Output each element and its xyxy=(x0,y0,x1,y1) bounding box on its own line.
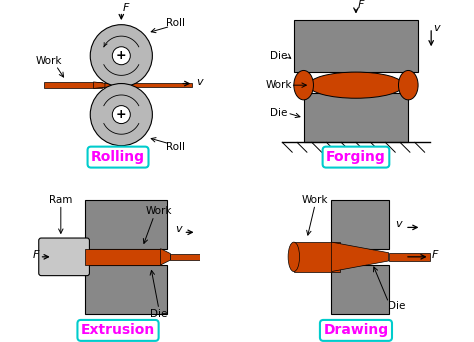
Text: Die: Die xyxy=(388,301,406,311)
Text: F: F xyxy=(358,0,364,10)
FancyBboxPatch shape xyxy=(304,93,408,142)
Text: Die: Die xyxy=(150,309,168,319)
Text: Drawing: Drawing xyxy=(323,324,389,338)
Ellipse shape xyxy=(309,72,403,98)
Text: F: F xyxy=(123,3,129,13)
Text: F: F xyxy=(123,157,129,167)
FancyBboxPatch shape xyxy=(389,253,429,261)
Text: Die: Die xyxy=(271,108,288,118)
FancyBboxPatch shape xyxy=(170,253,203,260)
Text: Work: Work xyxy=(302,195,328,205)
Ellipse shape xyxy=(399,70,418,100)
FancyBboxPatch shape xyxy=(85,200,167,249)
Text: v: v xyxy=(175,224,182,234)
FancyBboxPatch shape xyxy=(331,265,389,314)
FancyBboxPatch shape xyxy=(331,200,389,249)
Polygon shape xyxy=(161,249,170,265)
Text: +: + xyxy=(116,49,127,62)
FancyBboxPatch shape xyxy=(39,238,90,276)
Circle shape xyxy=(112,47,130,65)
Ellipse shape xyxy=(294,70,313,100)
Text: F: F xyxy=(33,250,39,260)
Text: Die: Die xyxy=(271,51,288,61)
FancyBboxPatch shape xyxy=(45,82,102,89)
Polygon shape xyxy=(331,242,389,272)
Text: Work: Work xyxy=(266,80,292,90)
Text: v: v xyxy=(433,23,439,33)
Text: Extrusion: Extrusion xyxy=(81,324,155,338)
Circle shape xyxy=(90,25,152,87)
Text: Roll: Roll xyxy=(166,142,185,152)
Text: v: v xyxy=(197,77,203,87)
Text: F: F xyxy=(431,250,438,260)
FancyBboxPatch shape xyxy=(85,249,161,265)
Text: v: v xyxy=(395,219,402,229)
Text: Work: Work xyxy=(36,56,63,66)
Text: Forging: Forging xyxy=(326,150,386,164)
Text: Ram: Ram xyxy=(49,195,73,205)
Ellipse shape xyxy=(288,242,300,272)
Polygon shape xyxy=(93,82,105,89)
Circle shape xyxy=(112,106,130,123)
Circle shape xyxy=(90,83,152,146)
FancyBboxPatch shape xyxy=(85,265,167,314)
FancyBboxPatch shape xyxy=(294,20,418,72)
FancyBboxPatch shape xyxy=(294,242,339,272)
Text: Work: Work xyxy=(146,206,172,216)
Text: +: + xyxy=(116,108,127,121)
Text: Rolling: Rolling xyxy=(91,150,145,164)
FancyBboxPatch shape xyxy=(102,83,191,87)
Text: Roll: Roll xyxy=(166,18,185,28)
